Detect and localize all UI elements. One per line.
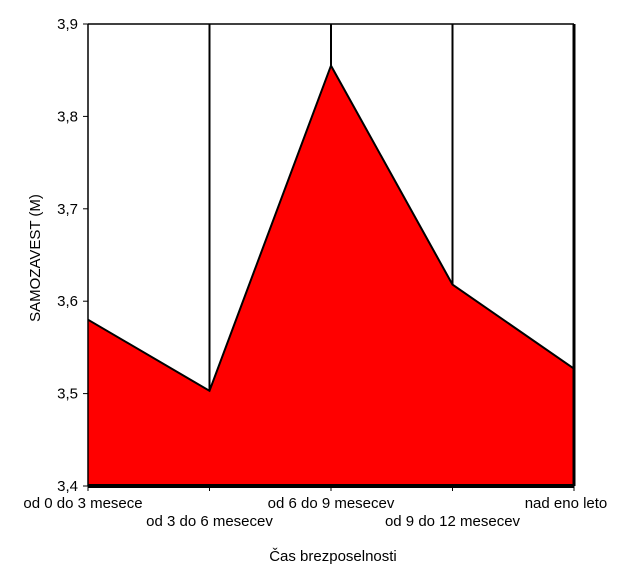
y-axis-ticks: 3,4 3,5 3,6 3,7 3,8 3,9 (57, 16, 88, 495)
y-tick-label-6: 3,9 (57, 16, 78, 33)
y-tick-label-4: 3,7 (57, 201, 78, 218)
y-tick-label-2: 3,5 (57, 386, 78, 403)
y-tick-label-5: 3,8 (57, 108, 78, 125)
x-category-label-1: od 0 do 3 mesece (23, 495, 142, 512)
y-tick-label-1: 3,4 (57, 478, 78, 495)
y-axis-title: SAMOZAVEST (M) (27, 194, 44, 322)
area-fill (88, 65, 574, 486)
x-axis-title: Čas brezposelnosti (269, 548, 397, 565)
x-category-label-2: od 3 do 6 mesecev (146, 513, 273, 530)
vertical-gridlines (208, 24, 454, 391)
y-tick-label-3: 3,6 (57, 293, 78, 310)
x-category-label-4: od 9 do 12 mesecev (385, 513, 521, 530)
x-category-label-3: od 6 do 9 mesecev (268, 495, 395, 512)
x-category-label-5: nad eno leto (525, 495, 608, 512)
